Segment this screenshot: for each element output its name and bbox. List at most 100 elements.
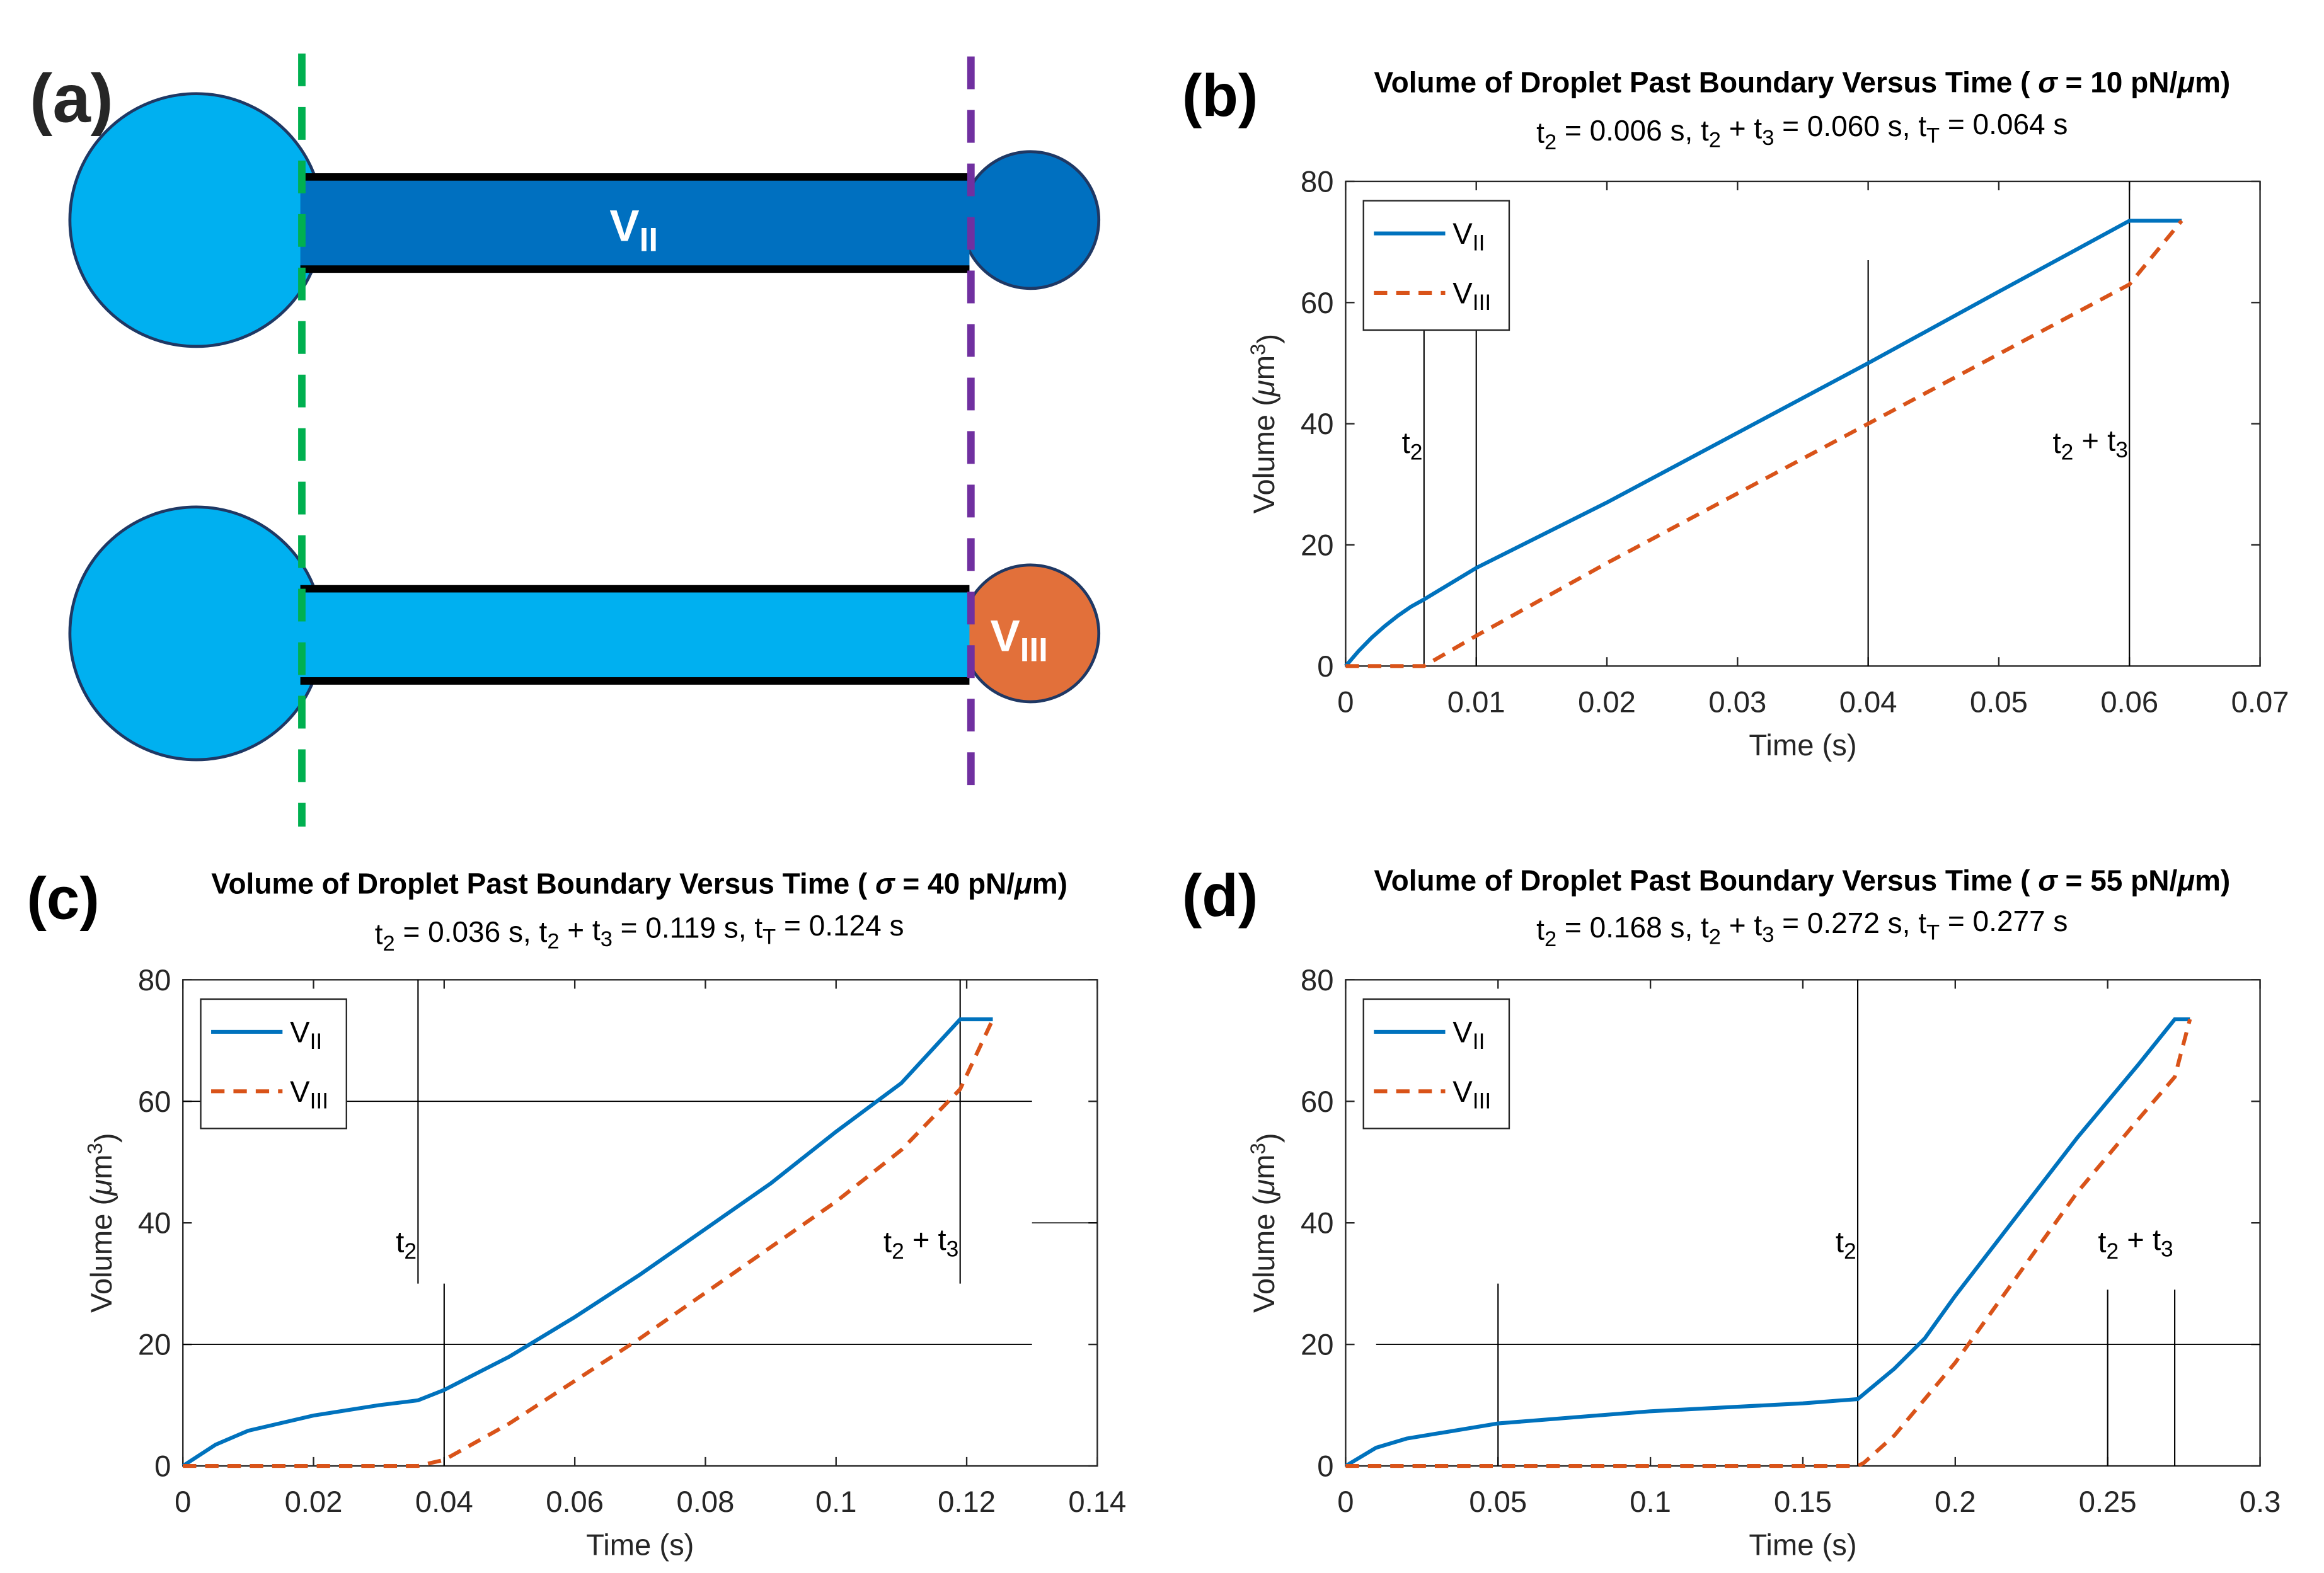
y-tick-label: 80: [1301, 165, 1333, 198]
text-run: III: [1473, 290, 1491, 315]
text-run: Volume (: [1248, 396, 1281, 514]
text-run: t: [1402, 426, 1410, 460]
text-run: + t: [2073, 424, 2115, 457]
text-run: 3: [946, 1237, 959, 1262]
chart-title: Volume of Droplet Past Boundary Versus T…: [211, 867, 1067, 900]
text-run: ): [89, 1133, 122, 1143]
text-run: V: [1452, 1015, 1473, 1049]
text-run: + t: [904, 1223, 946, 1257]
text-run: ): [1252, 334, 1286, 344]
x-tick-label: 0.05: [1970, 685, 2028, 719]
data-line: [1344, 1017, 2190, 1468]
x-tick-label: 0.15: [1774, 1485, 1832, 1519]
text-run: 2: [1709, 128, 1721, 152]
legend-label: VIII: [1452, 277, 1491, 315]
text-run: 2: [404, 1239, 417, 1264]
text-run: = 0.272 s, t: [1774, 907, 1926, 939]
text-run: 2: [547, 930, 559, 954]
x-tick-label: 0: [1337, 685, 1354, 719]
text-run: 2: [1545, 927, 1556, 951]
text-run: V: [1452, 217, 1473, 251]
x-tick-label: 0.2: [1935, 1485, 1976, 1519]
y-tick-label: 0: [154, 1450, 171, 1484]
y-tick-label: 20: [1301, 529, 1333, 562]
text-run: 3: [83, 1143, 106, 1154]
text-run: + t: [1721, 909, 1762, 942]
x-tick-label: 0.08: [677, 1485, 735, 1519]
text-run: μ: [1013, 867, 1032, 900]
data-line: [1345, 1019, 2192, 1468]
text-run: Volume of Droplet Past Boundary Versus T…: [1374, 864, 2038, 897]
text-run: Volume (: [85, 1195, 118, 1313]
text-run: Volume of Droplet Past Boundary Versus T…: [211, 867, 875, 900]
legend-label: VII: [1452, 217, 1485, 256]
text-run: m): [2195, 66, 2230, 98]
text-run: m): [1032, 867, 1067, 900]
text-run: = 40 pN/: [895, 867, 1015, 900]
x-tick-label: 0.02: [285, 1485, 343, 1519]
legend-label: VII: [1452, 1015, 1485, 1054]
volume-label: VII: [609, 201, 658, 258]
chart-title: Volume of Droplet Past Boundary Versus T…: [1374, 864, 2230, 897]
y-tick-label: 40: [1301, 1207, 1333, 1240]
annotation: t2: [396, 1225, 417, 1264]
legend-label: VII: [290, 1015, 322, 1054]
text-run: μ: [2176, 864, 2195, 897]
droplet: [960, 150, 1101, 290]
text-run: μ: [2176, 66, 2195, 98]
data-line: [181, 1017, 993, 1468]
annotation: t2: [1836, 1225, 1856, 1264]
text-run: = 10 pN/: [2057, 66, 2178, 98]
x-axis-label: Time (s): [586, 1529, 694, 1562]
x-tick-label: 0.07: [2231, 685, 2289, 719]
text-run: Time (s): [1749, 1529, 1856, 1562]
text-run: + t: [1721, 112, 1762, 145]
text-run: 2: [1844, 1239, 1856, 1264]
text-run: m): [2195, 864, 2230, 897]
y-tick-label: 0: [1317, 1450, 1333, 1484]
legend-box: [200, 998, 347, 1130]
panel-label: (a): [30, 61, 113, 137]
chart-title: Volume of Droplet Past Boundary Versus T…: [1374, 66, 2230, 98]
channel: [300, 588, 970, 681]
text-run: III: [310, 1089, 328, 1113]
text-run: 3: [601, 927, 613, 951]
text-run: II: [1473, 231, 1485, 256]
y-tick-label: 60: [138, 1085, 171, 1119]
text-run: 2: [2106, 1239, 2119, 1264]
x-tick-label: 0.04: [415, 1485, 473, 1519]
chart: (b) Volume of Droplet Past Boundary Versu…: [1182, 63, 2289, 762]
text-run: T: [762, 925, 776, 949]
text-run: = 0.124 s: [776, 909, 904, 942]
text-run: Time (s): [1749, 729, 1856, 762]
y-tick-label: 20: [138, 1329, 171, 1362]
chart: (c) Volume of Droplet Past Boundary Versu…: [26, 866, 1126, 1562]
text-run: = 0.060 s, t: [1774, 110, 1926, 142]
x-tick-label: 0.1: [815, 1485, 857, 1519]
text-run: 2: [1545, 130, 1556, 154]
text-run: = 0.119 s, t: [613, 911, 762, 944]
text-run: σ: [2038, 864, 2058, 897]
data-line: [1344, 219, 2182, 668]
chart-subtitle: t2 = 0.006 s, t2 + t3 = 0.060 s, tT = 0.…: [1536, 108, 2068, 154]
y-axis-label: Volume (μm3): [1246, 1133, 1285, 1313]
data-line: [183, 1018, 995, 1468]
text-run: ): [1252, 1133, 1286, 1143]
text-run: 3: [1762, 126, 1774, 150]
x-tick-label: 0.03: [1708, 685, 1766, 719]
x-tick-label: 0: [175, 1485, 191, 1519]
text-run: III: [1473, 1089, 1491, 1113]
text-run: II: [640, 221, 658, 258]
text-run: V: [1452, 1075, 1473, 1109]
text-run: II: [1473, 1029, 1485, 1054]
text-run: μ: [1248, 1179, 1281, 1196]
volume-label: VIII: [990, 612, 1047, 669]
text-run: t: [396, 1225, 404, 1259]
chart-subtitle: t2 = 0.036 s, t2 + t3 = 0.119 s, tT = 0.…: [375, 909, 904, 956]
chart-subtitle: t2 = 0.168 s, t2 + t3 = 0.272 s, tT = 0.…: [1536, 905, 2068, 951]
data-line: [1345, 219, 2183, 668]
y-tick-label: 0: [1317, 650, 1333, 684]
x-tick-label: 0.3: [2240, 1485, 2281, 1519]
